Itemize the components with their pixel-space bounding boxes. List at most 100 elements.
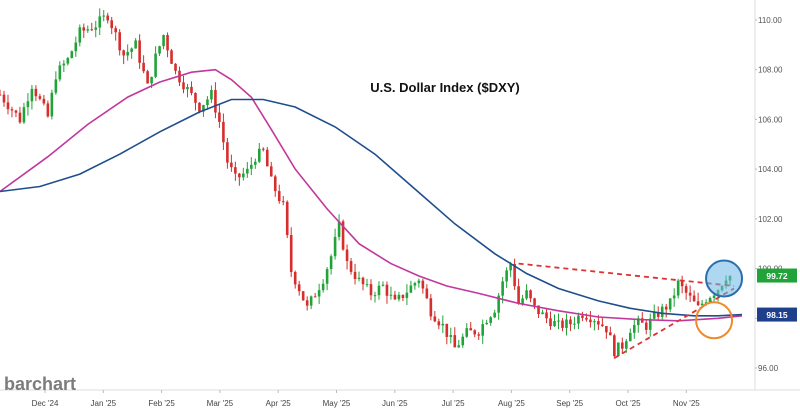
candle-body: [333, 236, 337, 257]
candle-body: [134, 40, 137, 49]
x-tick-label: Aug '25: [498, 399, 525, 408]
candle-body: [281, 201, 285, 203]
candle-body: [254, 161, 257, 165]
candle-body: [206, 99, 209, 106]
candle-body: [98, 16, 102, 28]
candle-body: [617, 342, 620, 356]
candle-body: [114, 28, 117, 33]
candle-body: [605, 326, 608, 333]
candle-body: [18, 112, 22, 123]
candle-body: [541, 312, 544, 315]
candle-body: [50, 92, 54, 117]
orange-highlight-circle: [695, 301, 734, 340]
candle-body: [377, 285, 381, 296]
x-tick-label: Sep '25: [556, 399, 583, 408]
candle-body: [74, 42, 78, 52]
candle-body: [337, 221, 341, 237]
candle-body: [341, 221, 345, 250]
x-tick-label: Dec '24: [32, 399, 59, 408]
candle-body: [158, 46, 161, 54]
x-tick-label: May '25: [323, 399, 351, 408]
candle-body: [210, 90, 213, 100]
candle-body: [325, 269, 329, 284]
candle-body: [353, 271, 357, 280]
candle-body: [437, 321, 441, 326]
candle-body: [170, 50, 173, 64]
candle-body: [529, 290, 532, 299]
candle-body: [42, 98, 46, 104]
candle-body: [202, 105, 205, 112]
candle-body: [2, 94, 6, 103]
candle-body: [190, 86, 193, 93]
candle-body: [708, 297, 712, 303]
candle-body: [82, 27, 86, 31]
candle-body: [54, 79, 58, 93]
candle-body: [425, 288, 429, 299]
candle-body: [521, 298, 524, 304]
candle-body: [629, 332, 632, 342]
candle-body: [613, 335, 616, 356]
highlight-circles: [695, 259, 744, 340]
candle-body: [106, 15, 110, 21]
price-badge-label: 99.72: [766, 271, 788, 281]
price-badge: [757, 307, 797, 322]
candle-body: [585, 317, 588, 320]
candle-body: [10, 109, 14, 111]
candle-body: [78, 27, 82, 43]
candle-body: [150, 76, 153, 84]
candle-body: [489, 317, 492, 323]
candle-body: [401, 294, 405, 298]
candle-body: [166, 35, 169, 51]
price-badge-label: 98.15: [766, 310, 788, 320]
candle-body: [453, 335, 457, 348]
candle-body: [313, 296, 317, 298]
candle-body: [130, 48, 133, 52]
candle-body: [517, 286, 520, 304]
candle-body: [46, 103, 50, 117]
candle-body: [301, 291, 305, 301]
x-tick-label: Feb '25: [148, 399, 175, 408]
candle-body: [285, 201, 289, 236]
candle-body: [636, 318, 640, 326]
candle-body: [234, 167, 237, 174]
candle-body: [473, 330, 477, 335]
candle-body: [625, 341, 628, 349]
x-tick-label: Oct '25: [615, 399, 641, 408]
candle-body: [70, 51, 74, 59]
candle-body: [632, 325, 636, 333]
candle-body: [122, 50, 125, 56]
candle-body: [361, 277, 365, 285]
candle-body: [94, 27, 98, 30]
candle-body: [545, 312, 548, 319]
y-tick-label: 104.00: [758, 165, 783, 174]
candle-body: [365, 284, 369, 286]
candle-body: [704, 302, 708, 304]
candle-body: [533, 298, 536, 306]
candle-body: [652, 312, 656, 319]
candle-body: [102, 15, 106, 17]
blue-highlight-circle: [705, 259, 744, 298]
candle-body: [449, 335, 453, 337]
candle-body: [525, 290, 528, 299]
candle-body: [700, 303, 704, 306]
x-tick-label: Nov '25: [673, 399, 700, 408]
y-tick-label: 110.00: [758, 16, 782, 25]
candle-body: [385, 284, 389, 296]
candle-body: [58, 65, 62, 80]
candle-body: [513, 263, 516, 287]
barchart-watermark: barchart: [4, 374, 76, 394]
y-tick-label: 106.00: [758, 115, 783, 124]
candle-body: [66, 58, 70, 64]
x-tick-label: Jan '25: [91, 399, 117, 408]
candle-body: [644, 322, 648, 330]
x-tick-label: Apr '25: [266, 399, 292, 408]
candle-body: [481, 324, 484, 336]
candle-body: [680, 280, 684, 287]
candle-body: [309, 296, 313, 306]
candle-body: [349, 261, 353, 272]
candle-body: [142, 62, 145, 72]
candle-body: [317, 290, 321, 297]
candle-body: [261, 148, 265, 150]
